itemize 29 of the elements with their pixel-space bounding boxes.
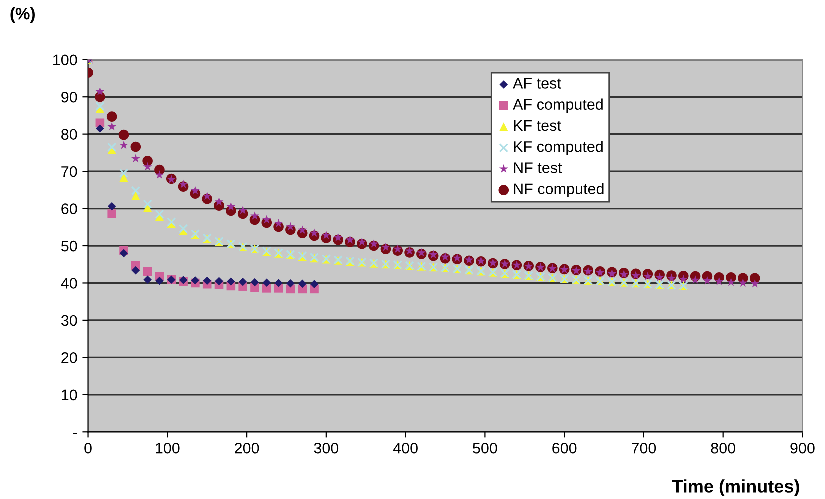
x-tick-label: 0 [84, 442, 92, 454]
x-axis-title: Time (minutes) [672, 480, 800, 497]
x-tick-label: 700 [632, 442, 656, 454]
y-tick-label: - [73, 433, 78, 434]
legend-label: KF computed [514, 141, 603, 156]
y-tick-label: 70 [62, 166, 78, 178]
x-tick-label: 600 [552, 442, 577, 454]
y-tick-label: 10 [62, 390, 78, 401]
x-tick-label: 800 [711, 442, 736, 454]
x-tick-label: 200 [235, 442, 260, 454]
legend-label: AF test [513, 78, 562, 89]
x-tick-label: 100 [156, 442, 180, 454]
y-tick-label: 90 [62, 92, 78, 103]
legend-label: KF test [514, 120, 562, 132]
y-tick-label: 40 [61, 278, 78, 289]
y-tick-label: 50 [61, 240, 78, 252]
x-tick-label: 300 [314, 442, 339, 454]
y-tick-label: 80 [62, 129, 78, 140]
legend-label: AF computed [513, 98, 603, 114]
x-tick-label: 500 [473, 442, 498, 454]
x-tick-label: 900 [790, 442, 815, 454]
legend-label: NF computed [514, 183, 604, 198]
y-axis-title: (%) [10, 7, 35, 24]
y-tick-label: 30 [61, 315, 78, 326]
y-tick-label: 20 [62, 352, 78, 364]
legend-label: NF test [514, 162, 562, 174]
y-tick-label: 60 [62, 204, 78, 214]
y-tick-label: 100 [54, 54, 78, 66]
x-tick-label: 400 [393, 442, 418, 454]
